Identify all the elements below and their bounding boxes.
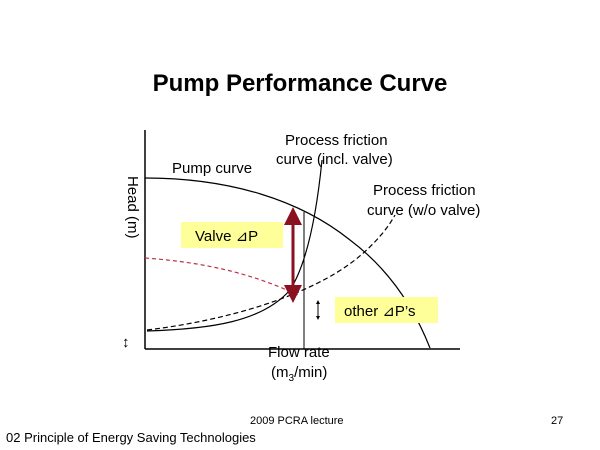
x-axis-unit-b: /min) [294, 364, 327, 381]
page-number: 27 [551, 415, 564, 427]
valve-dp-label-box [181, 222, 283, 248]
other-dp-label-box [335, 297, 438, 323]
footer-section: 02 Principle of Energy Saving Technologi… [6, 430, 256, 445]
friction-novalve-label-line2: curve (w/o valve) [367, 202, 480, 219]
slide-title: Pump Performance Curve [152, 70, 448, 97]
friction-valve-label-line2: curve (incl. valve) [276, 151, 393, 168]
x-axis-unit-sub: 3 [289, 373, 295, 384]
y-axis-label: Head (m) [124, 176, 141, 239]
x-axis-unit-a: (m [271, 364, 289, 381]
x-axis-label-line2: (m3/min) [271, 364, 327, 384]
friction-curve-without-valve [146, 214, 396, 331]
pump-curve-label: Pump curve [172, 160, 252, 177]
other-dp-label: other ⊿P’s [344, 303, 416, 320]
x-axis-label-line1: Flow rate [268, 344, 330, 361]
valve-dp-label: Valve ⊿P [195, 228, 258, 245]
offset-arrow-glyph: ↕ [122, 334, 130, 351]
friction-valve-label-line1: Process friction [285, 132, 388, 149]
footer-lecture: 2009 PCRA lecture [250, 415, 344, 427]
other-losses-curve [144, 257, 301, 297]
friction-novalve-label-line1: Process friction [373, 182, 476, 199]
